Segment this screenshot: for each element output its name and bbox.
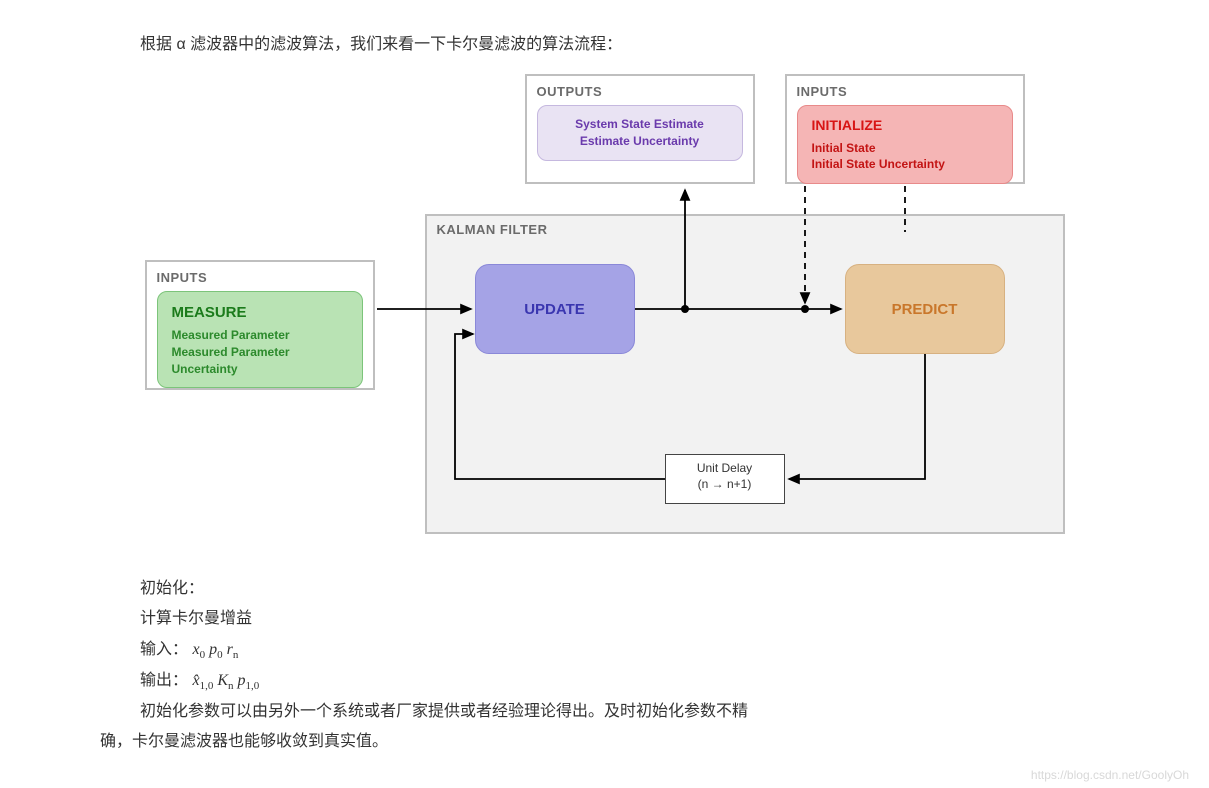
predict-label: PREDICT bbox=[892, 301, 958, 318]
unit-delay-node: Unit Delay (n → n+1) bbox=[665, 454, 785, 504]
kalman-title: KALMAN FILTER bbox=[437, 222, 548, 237]
measure-line2: Measured Parameter bbox=[172, 345, 290, 359]
body-text: 初始化： 计算卡尔曼增益 输入： x0 p0 rn 输出： x̂1,0 Kn p… bbox=[140, 574, 1129, 758]
initialize-title: INITIALIZE bbox=[812, 116, 998, 136]
body-line6: 确，卡尔曼滤波器也能够收敛到真实值。 bbox=[100, 727, 1129, 757]
outputs-line2: Estimate Uncertainty bbox=[580, 134, 699, 148]
body-l4-prefix: 输出： bbox=[140, 672, 188, 689]
junction-dot-2 bbox=[801, 305, 809, 313]
measure-line3: Uncertainty bbox=[172, 362, 238, 376]
body-l3-math: x0 p0 rn bbox=[192, 641, 238, 658]
body-line5: 初始化参数可以由另外一个系统或者厂家提供或者经验理论得出。及时初始化参数不精 bbox=[140, 697, 1129, 727]
body-line4: 输出： x̂1,0 Kn p1,0 bbox=[140, 666, 1129, 697]
outputs-inner: System State Estimate Estimate Uncertain… bbox=[537, 105, 743, 161]
body-line1: 初始化： bbox=[140, 574, 1129, 604]
inputs-right-panel: INPUTS INITIALIZE Initial State Initial … bbox=[785, 74, 1025, 184]
measure-inner: MEASURE Measured Parameter Measured Para… bbox=[157, 291, 363, 388]
inputs-left-title: INPUTS bbox=[157, 270, 363, 285]
predict-node: PREDICT bbox=[845, 264, 1005, 354]
outputs-lines: System State Estimate Estimate Uncertain… bbox=[552, 116, 728, 150]
delay-line1: Unit Delay bbox=[676, 461, 774, 477]
inputs-right-title: INPUTS bbox=[797, 84, 1013, 99]
measure-lines: Measured Parameter Measured Parameter Un… bbox=[172, 327, 348, 377]
measure-line1: Measured Parameter bbox=[172, 328, 290, 342]
body-line2: 计算卡尔曼增益 bbox=[140, 604, 1129, 634]
initialize-lines: Initial State Initial State Uncertainty bbox=[812, 140, 998, 174]
delay-line2: (n → n+1) bbox=[676, 477, 774, 493]
kalman-diagram: OUTPUTS System State Estimate Estimate U… bbox=[125, 74, 1085, 554]
intro-text: 根据 α 滤波器中的滤波算法，我们来看一下卡尔曼滤波的算法流程： bbox=[140, 30, 1129, 54]
outputs-panel: OUTPUTS System State Estimate Estimate U… bbox=[525, 74, 755, 184]
measure-title: MEASURE bbox=[172, 302, 348, 323]
init-line1: Initial State bbox=[812, 141, 876, 155]
body-l4-math: x̂1,0 Kn p1,0 bbox=[192, 672, 259, 689]
junction-dot-1 bbox=[681, 305, 689, 313]
init-line2: Initial State Uncertainty bbox=[812, 157, 945, 171]
update-label: UPDATE bbox=[524, 301, 585, 318]
update-node: UPDATE bbox=[475, 264, 635, 354]
inputs-left-panel: INPUTS MEASURE Measured Parameter Measur… bbox=[145, 260, 375, 390]
watermark: https://blog.csdn.net/GoolyOh bbox=[1031, 768, 1189, 782]
body-line3: 输入： x0 p0 rn bbox=[140, 635, 1129, 666]
outputs-title: OUTPUTS bbox=[537, 84, 743, 99]
outputs-line1: System State Estimate bbox=[575, 117, 704, 131]
body-l3-prefix: 输入： bbox=[140, 641, 188, 658]
initialize-inner: INITIALIZE Initial State Initial State U… bbox=[797, 105, 1013, 184]
